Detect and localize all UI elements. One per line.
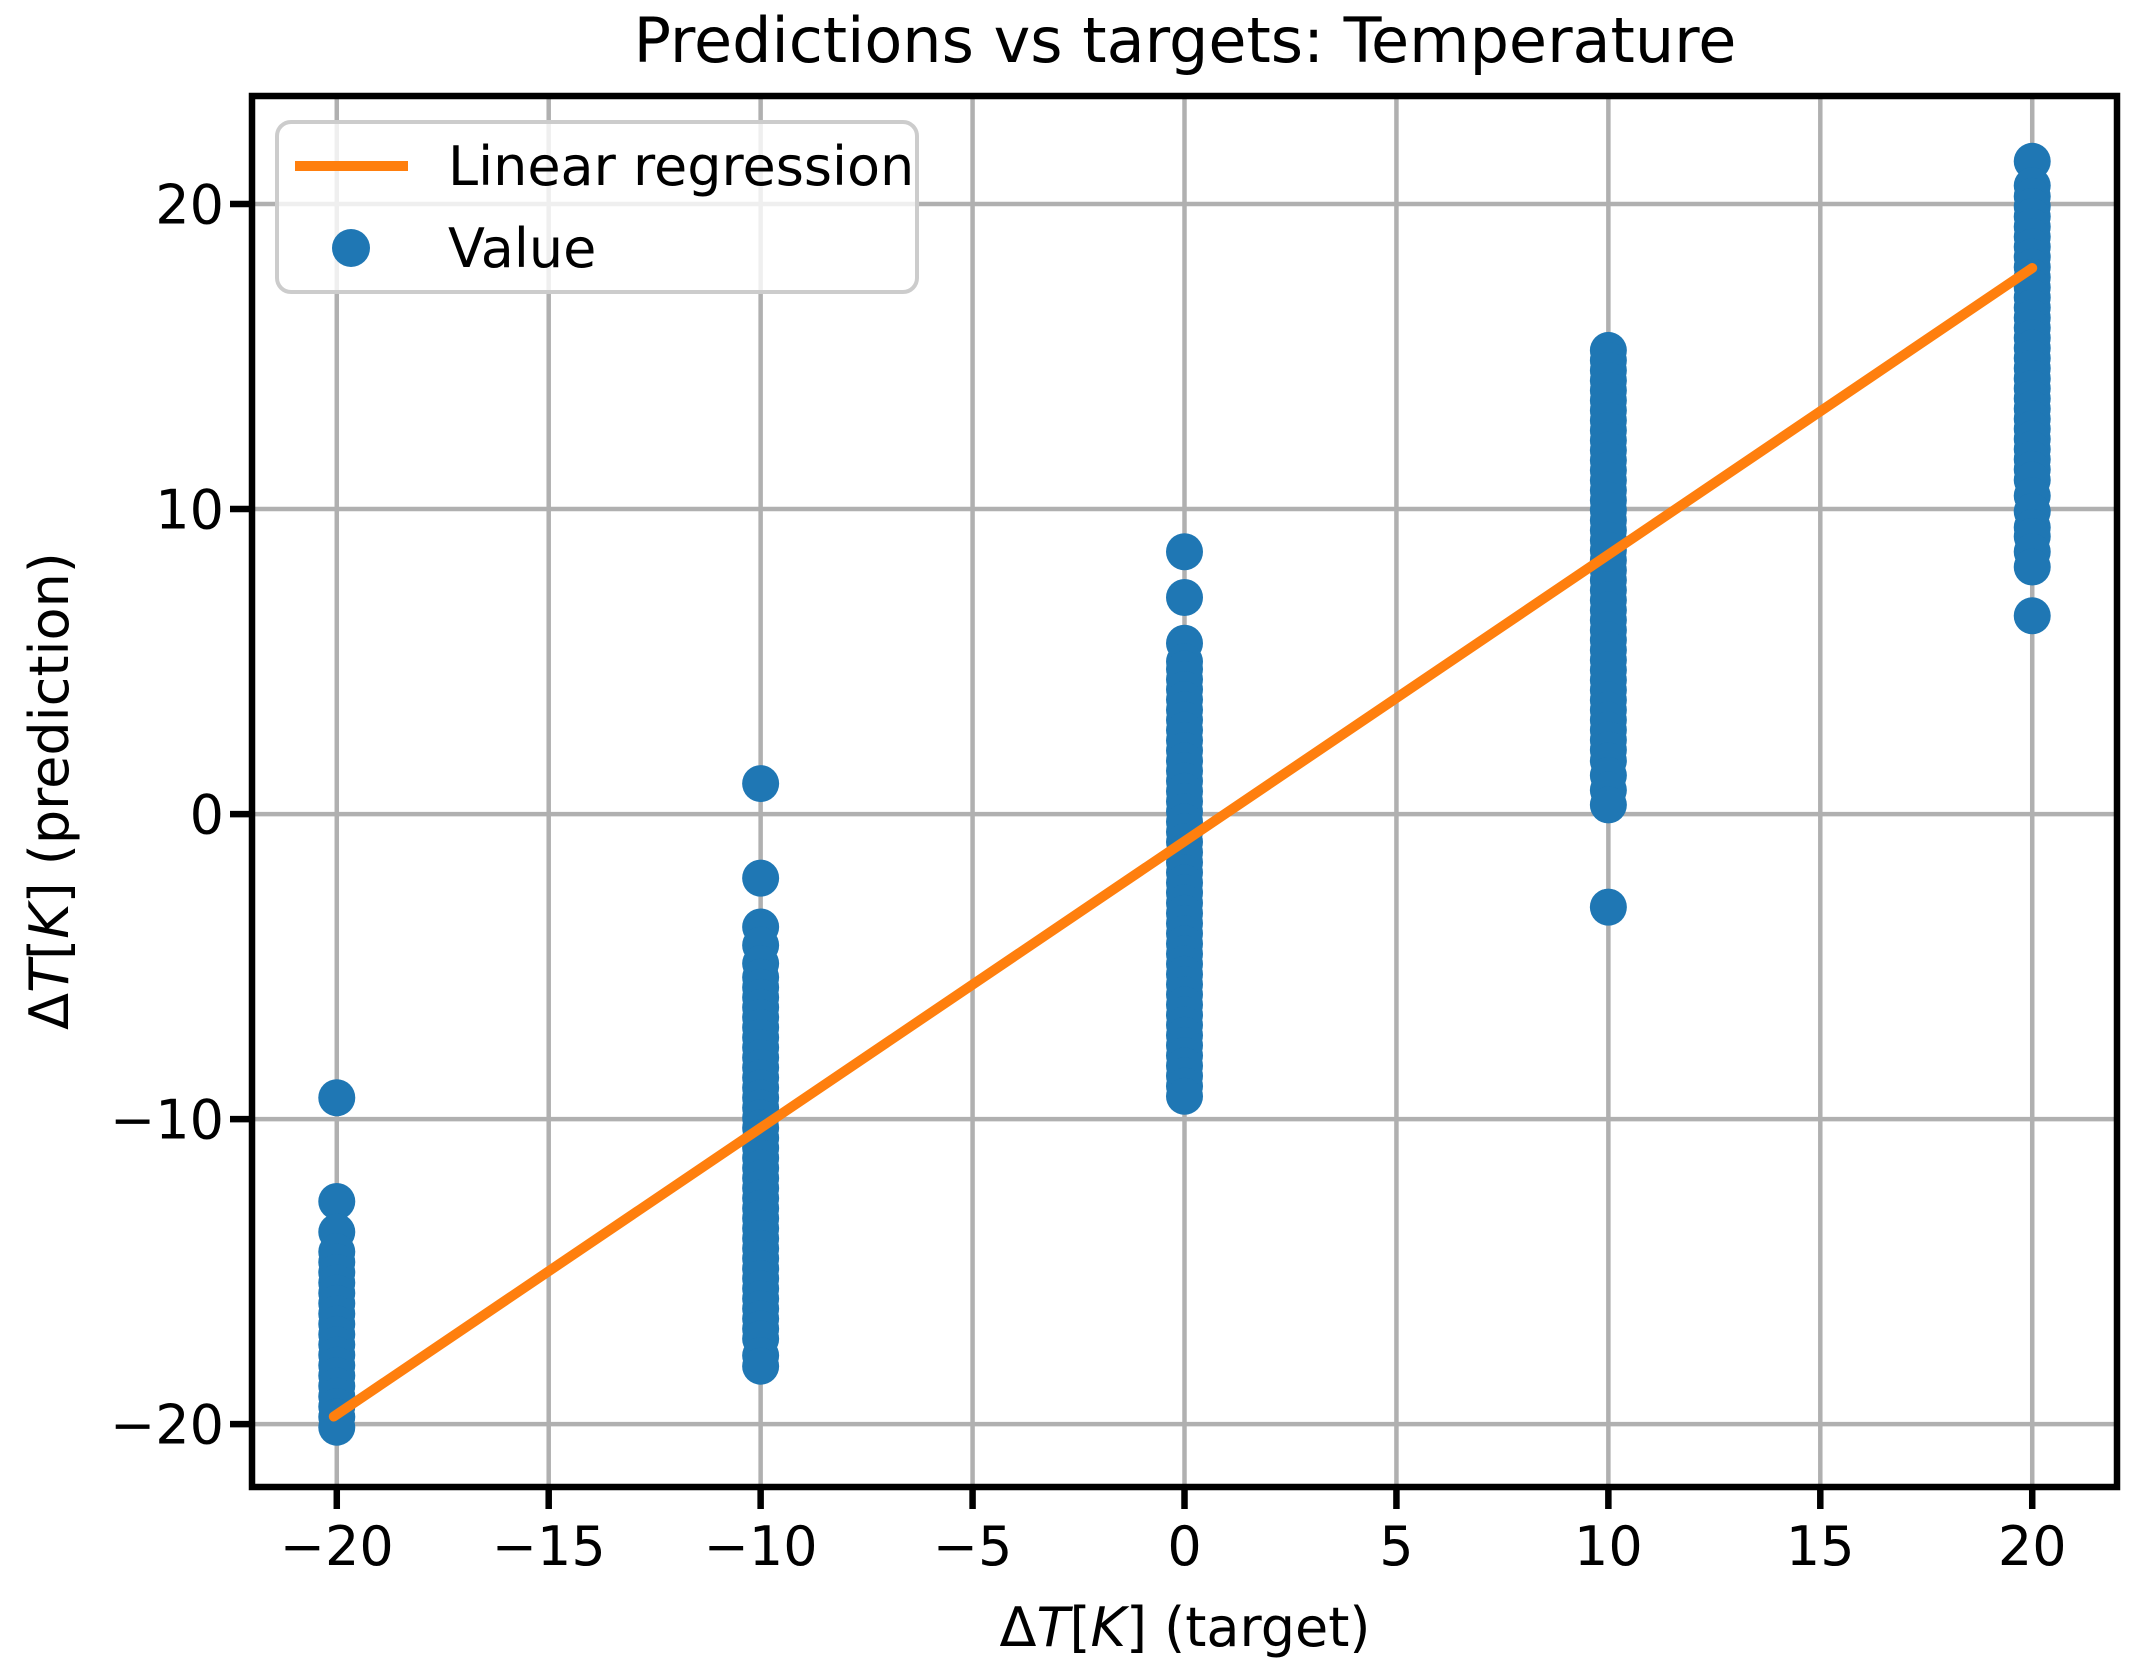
regression-line-group xyxy=(328,263,2038,1422)
scatter-point xyxy=(2013,548,2051,586)
scatter-point xyxy=(742,1347,780,1385)
scatter-point xyxy=(1166,533,1203,571)
scatter-point xyxy=(318,1408,356,1446)
scatter-series xyxy=(318,142,2051,1446)
scatter-point xyxy=(1166,578,1203,616)
x-tick-label: −15 xyxy=(492,1515,606,1578)
scatter-point xyxy=(318,1182,356,1220)
x-tick-label: 5 xyxy=(1379,1515,1413,1578)
x-axis-label: ΔT[K] (target) xyxy=(999,1596,1370,1659)
y-tick-label: 20 xyxy=(155,173,224,236)
y-tick-label: 10 xyxy=(155,478,224,541)
legend-entry-linear-regression: Linear regression xyxy=(448,135,914,198)
x-tick-label: 15 xyxy=(1786,1515,1855,1578)
scatter-point xyxy=(742,765,780,803)
x-tick-label: 10 xyxy=(1574,1515,1643,1578)
scatter-point xyxy=(318,1079,356,1117)
scatter-point xyxy=(2013,597,2051,635)
x-axis-ticks: −20 −15 −10 −5 0 5 10 15 20 xyxy=(280,1487,2067,1578)
legend-entry-value: Value xyxy=(448,217,596,280)
legend-scatter-marker-icon xyxy=(332,229,370,267)
scatter-point xyxy=(1589,786,1627,824)
y-axis-ticks: −20 −10 0 10 20 xyxy=(110,173,252,1457)
legend-box xyxy=(275,120,919,294)
x-tick-label: −5 xyxy=(933,1515,1013,1578)
x-tick-label: −20 xyxy=(280,1515,394,1578)
x-tick-label: 20 xyxy=(1998,1515,2067,1578)
x-tick-label: 0 xyxy=(1167,1515,1201,1578)
y-tick-label: 0 xyxy=(190,784,224,847)
scatter-point xyxy=(1166,1077,1203,1115)
regression-line xyxy=(328,263,2038,1422)
scatter-point xyxy=(742,859,780,897)
x-tick-label: −10 xyxy=(704,1515,818,1578)
scatter-point xyxy=(1589,888,1627,926)
y-tick-label: −20 xyxy=(110,1394,224,1457)
chart-title: Predictions vs targets: Temperature xyxy=(634,4,1737,77)
legend: Linear regression Value xyxy=(275,120,919,294)
y-tick-label: −10 xyxy=(110,1089,224,1152)
y-axis-label: ΔT[K] (prediction) xyxy=(18,552,81,1030)
